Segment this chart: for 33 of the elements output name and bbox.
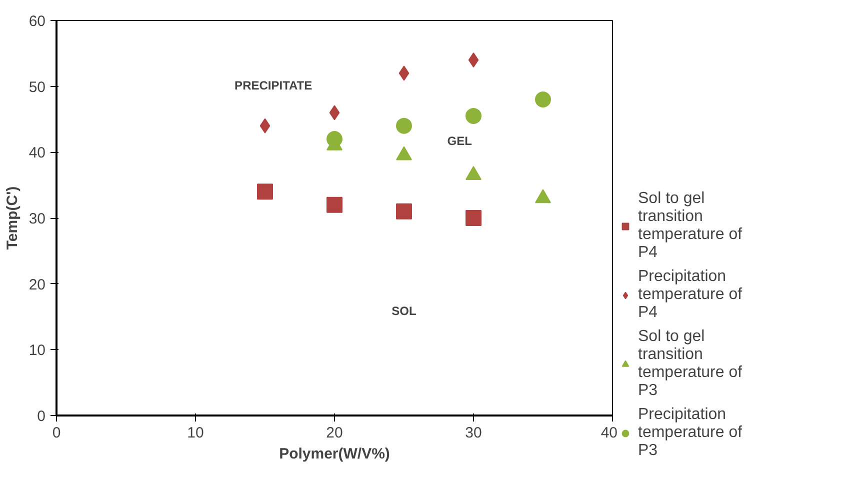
point <box>326 131 342 147</box>
x-tick-label: 0 <box>52 424 61 442</box>
y-tick-label: 20 <box>28 276 46 294</box>
point <box>329 105 340 120</box>
point <box>535 92 551 108</box>
y-tick-label: 10 <box>28 342 46 360</box>
y-tick-label: 40 <box>28 144 46 162</box>
point <box>398 66 410 81</box>
y-tick-label: 0 <box>37 408 46 425</box>
annotation: PRECIPITATE <box>234 78 312 93</box>
legend-label: Precipitation temperature of P4 <box>638 268 742 322</box>
point <box>396 203 412 220</box>
point <box>326 196 342 213</box>
y-tick-label: 60 <box>28 13 46 30</box>
legend-label: Sol to gel transition temperature of P4 <box>638 190 742 262</box>
point <box>466 108 482 124</box>
y-axis-title: Temp(C') <box>4 186 21 250</box>
point <box>260 118 270 134</box>
annotation: SOL <box>392 304 416 318</box>
annotation: GEL <box>447 134 472 148</box>
point <box>468 52 479 68</box>
y-tick-label: 30 <box>28 210 46 228</box>
point <box>257 184 273 200</box>
x-tick-label: 20 <box>326 424 343 442</box>
legend-label: Precipitation temperature of P3 <box>638 406 742 460</box>
y-tick-label: 50 <box>28 78 46 96</box>
x-tick-label: 10 <box>187 424 204 442</box>
x-tick-label: 30 <box>465 424 482 442</box>
point <box>466 210 482 226</box>
point <box>396 118 412 134</box>
legend-label: Sol to gel transition temperature of P3 <box>638 328 742 400</box>
x-axis-title: Polymer(W/V%) <box>279 446 390 462</box>
x-tick-label: 40 <box>600 424 618 442</box>
